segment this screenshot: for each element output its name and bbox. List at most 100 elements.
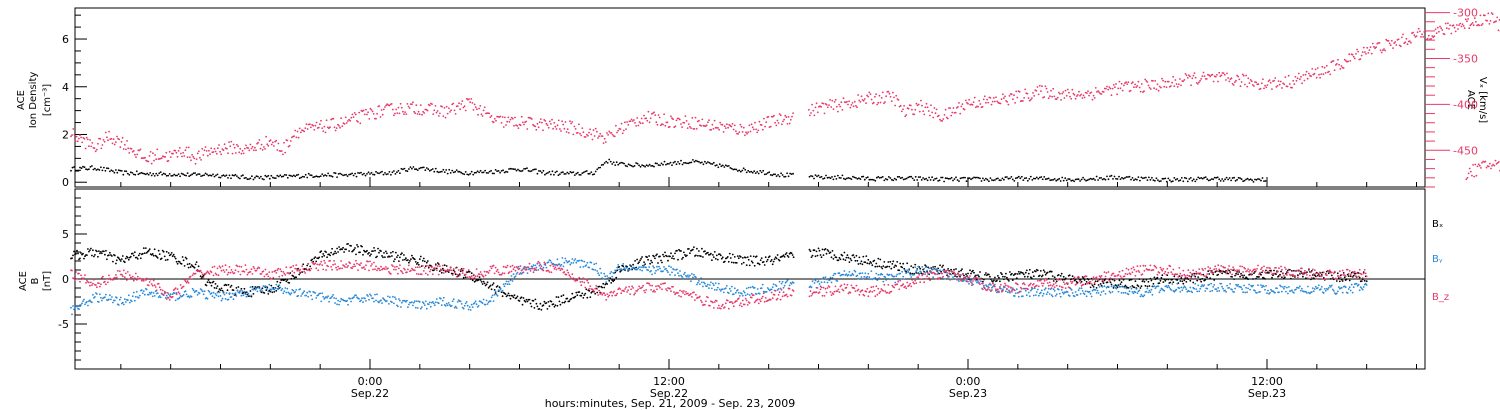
point-vx	[883, 102, 885, 105]
point-by	[184, 290, 187, 292]
point-bx	[438, 270, 441, 272]
top-ylabel-right-line2: Vₓ [km/s]	[1477, 77, 1488, 123]
point-bx	[1329, 278, 1332, 280]
point-by	[84, 303, 86, 306]
point-by	[1041, 295, 1044, 297]
point-bx	[1092, 286, 1095, 288]
point-vx	[1343, 58, 1346, 61]
point-bx	[1300, 270, 1302, 273]
point-bx	[1063, 278, 1066, 281]
point-ion-density	[280, 175, 283, 178]
point-vx	[257, 141, 260, 144]
point-bz	[173, 288, 176, 291]
point-by	[1348, 286, 1351, 289]
point-bx	[1183, 279, 1186, 282]
point-bx	[1147, 280, 1150, 283]
point-vx	[1257, 83, 1260, 86]
point-by	[907, 271, 910, 274]
point-by	[1029, 289, 1032, 292]
point-by	[206, 297, 209, 300]
point-bx	[838, 256, 841, 259]
point-by	[843, 270, 846, 272]
point-by	[1104, 293, 1107, 295]
point-by	[874, 277, 877, 279]
point-bx	[1095, 287, 1098, 289]
point-bx	[1312, 277, 1315, 279]
point-vx	[283, 141, 285, 144]
point-vx	[1183, 79, 1186, 81]
x-tick-date-1: Sep.22	[650, 387, 688, 400]
point-bx	[83, 257, 85, 260]
point-vx	[1458, 24, 1460, 26]
point-bx	[689, 252, 691, 255]
point-vx	[80, 136, 82, 139]
point-bx	[893, 266, 896, 269]
point-vx	[1417, 27, 1420, 30]
point-bx	[1280, 270, 1282, 273]
point-by	[236, 289, 239, 292]
point-bx	[232, 289, 235, 291]
point-vx	[1055, 98, 1058, 101]
point-vx	[865, 102, 867, 105]
point-vx	[79, 134, 81, 137]
point-ion-density	[840, 177, 842, 179]
point-bx	[136, 258, 139, 260]
point-bx	[306, 264, 309, 267]
point-ion-density	[372, 173, 374, 176]
point-bx	[1337, 277, 1340, 279]
point-ion-density	[405, 169, 407, 172]
point-by	[508, 283, 511, 286]
point-ion-density	[1097, 179, 1099, 181]
point-bx	[1007, 278, 1009, 281]
point-ion-density	[291, 175, 294, 178]
point-bx	[353, 248, 355, 251]
point-by	[1047, 287, 1050, 290]
point-bx	[1025, 269, 1028, 272]
point-bx	[270, 284, 273, 287]
point-vx	[576, 131, 579, 134]
point-vx	[520, 115, 523, 118]
point-vx	[1445, 27, 1448, 30]
point-bx	[1116, 286, 1119, 289]
point-bz	[182, 285, 185, 288]
point-by	[1350, 283, 1353, 286]
point-bx	[735, 262, 738, 264]
point-vx	[404, 111, 406, 113]
point-vx	[1083, 96, 1086, 99]
point-ion-density	[872, 179, 875, 181]
point-by	[1266, 292, 1268, 295]
point-by	[743, 291, 746, 294]
point-by	[939, 269, 941, 272]
point-bx	[1341, 280, 1344, 282]
point-ion-density	[1215, 176, 1218, 179]
point-vx	[823, 112, 826, 115]
point-by	[374, 293, 376, 296]
point-bx	[671, 257, 673, 260]
point-bx	[1252, 278, 1254, 280]
point-vx	[1444, 22, 1447, 25]
point-bx	[1197, 276, 1200, 278]
point-bx	[284, 278, 287, 281]
point-bx	[729, 257, 732, 259]
point-vx	[418, 113, 421, 116]
point-bx	[157, 249, 160, 252]
point-ion-density	[1098, 177, 1101, 179]
point-by	[884, 276, 887, 279]
top-ylabel-line3: [cm⁻³]	[42, 84, 53, 116]
point-bx	[1096, 280, 1099, 283]
point-vx	[357, 121, 359, 123]
point-vx	[1488, 23, 1491, 25]
point-bx	[901, 266, 904, 269]
point-by	[756, 288, 759, 290]
point-vx	[664, 124, 667, 127]
point-vx	[167, 160, 170, 162]
point-bz	[194, 272, 197, 275]
point-vx	[1036, 86, 1039, 88]
point-by	[516, 271, 519, 274]
point-bx	[77, 252, 79, 255]
point-bx	[955, 268, 957, 270]
point-bx	[1150, 279, 1153, 282]
point-vx	[1148, 86, 1151, 89]
point-ion-density	[234, 173, 237, 176]
point-by	[639, 268, 641, 271]
